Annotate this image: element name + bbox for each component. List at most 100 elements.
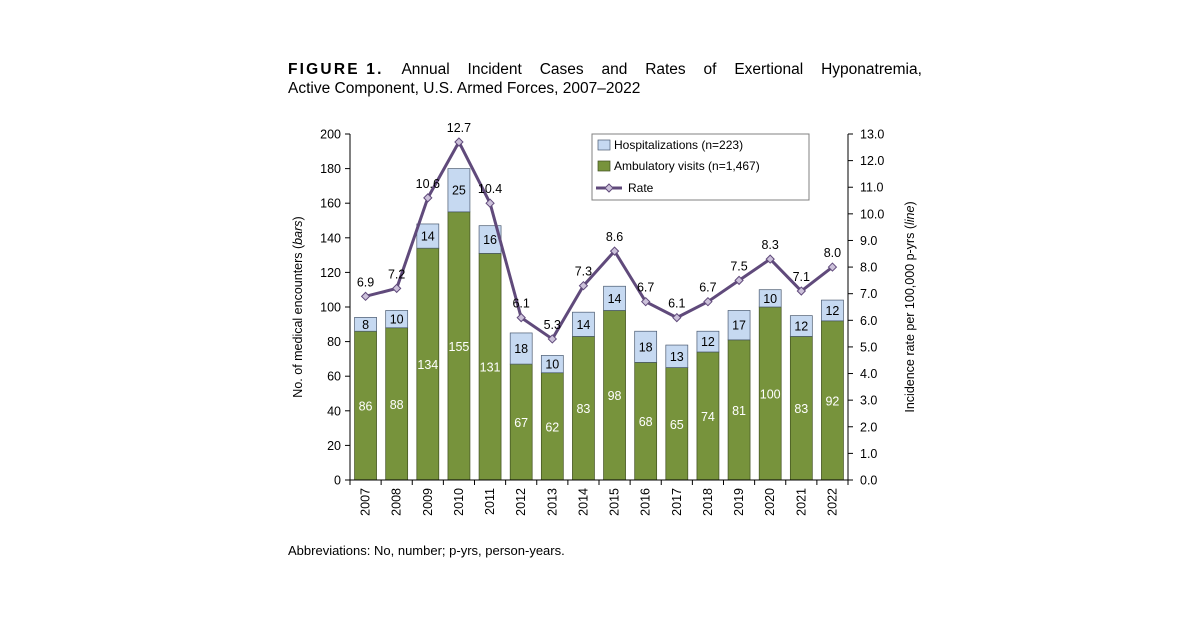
hospitalizations-value-label: 10 <box>763 292 777 306</box>
x-tick-label: 2016 <box>639 488 653 516</box>
axis-title-text: No. of medical encounters ( <box>291 244 305 398</box>
hospitalizations-value-label: 18 <box>514 342 528 356</box>
y-right-tick-label: 2.0 <box>860 420 877 434</box>
axis-title-text: Incidence rate per 100,000 p-yrs ( <box>903 224 917 412</box>
rate-value-label: 8.0 <box>824 246 841 260</box>
rate-point <box>578 281 589 291</box>
hospitalizations-value-label: 25 <box>452 184 466 198</box>
figure-label: FIGURE 1. <box>288 61 384 78</box>
y-right-tick-label: 3.0 <box>860 394 877 408</box>
bar-hospitalizations <box>758 289 782 308</box>
bar-hospitalizations <box>789 315 813 337</box>
ambulatory-value-label: 74 <box>701 410 715 424</box>
hospitalizations-value-label: 13 <box>670 350 684 364</box>
y-left-tick-label: 80 <box>327 335 341 349</box>
y-left-axis-title: No. of medical encounters (bars) <box>291 216 305 397</box>
rate-point <box>423 193 433 203</box>
ambulatory-value-label: 67 <box>514 416 528 430</box>
bar-hospitalizations <box>540 355 564 374</box>
ambulatory-value-label: 155 <box>449 340 470 354</box>
bar-hospitalizations <box>509 332 533 365</box>
legend-swatch-rate-marker <box>604 183 614 193</box>
rate-point <box>703 296 713 307</box>
ambulatory-value-label: 68 <box>639 415 653 429</box>
legend-label-ambulatory: Ambulatory visits (n=1,467) <box>614 159 760 173</box>
ambulatory-value-label: 86 <box>359 400 373 414</box>
y-left-tick-label: 120 <box>320 266 341 280</box>
bar-hospitalizations <box>416 223 440 249</box>
x-tick-label: 2009 <box>421 488 435 516</box>
caption-word: Annual <box>401 61 450 78</box>
ambulatory-value-label: 98 <box>608 389 622 403</box>
axis-title-text: ) <box>291 216 305 220</box>
rate-value-label: 6.7 <box>637 281 654 295</box>
ambulatory-value-label: 131 <box>480 361 501 375</box>
bar-hospitalizations <box>603 285 626 311</box>
rate-point <box>796 286 807 296</box>
y-left-tick-label: 180 <box>320 162 341 176</box>
rate-value-label: 8.3 <box>761 238 778 252</box>
axis-title-text: ) <box>903 201 917 205</box>
rate-value-label: 7.2 <box>388 267 405 281</box>
x-tick-label: 2007 <box>359 488 373 516</box>
caption-line-1: FIGURE 1. Annual Incident Cases and Rates of E… <box>288 60 922 79</box>
caption-word: Exertional <box>734 61 804 78</box>
y-left-tick-label: 200 <box>320 128 341 142</box>
abbreviations-footnote: Abbreviations: No, number; p-yrs, person… <box>288 543 565 558</box>
rate-value-label: 6.9 <box>357 275 374 289</box>
hospitalizations-value-label: 14 <box>608 292 622 306</box>
ambulatory-value-label: 134 <box>417 358 438 372</box>
y-right-tick-label: 7.0 <box>860 287 877 301</box>
rate-point <box>454 137 464 147</box>
rate-value-label: 8.6 <box>606 230 623 244</box>
y-right-tick-label: 11.0 <box>860 181 883 195</box>
hospitalizations-value-label: 18 <box>639 340 653 354</box>
hospitalizations-value-label: 14 <box>576 318 590 332</box>
bar-hospitalizations <box>385 310 409 329</box>
y-left-tick-label: 40 <box>327 404 341 418</box>
ambulatory-value-label: 83 <box>576 402 590 416</box>
x-tick-label: 2020 <box>763 488 777 516</box>
y-left-tick-label: 60 <box>327 370 341 384</box>
rate-value-label: 10.6 <box>416 177 440 191</box>
axes-layer: 2007 2008 2009 2010 2011 2012 2013 2014 2015 2016… <box>291 128 917 516</box>
bar-hospitalizations <box>634 330 658 363</box>
figure-caption: FIGURE 1. Annual Incident Cases and Rates of E… <box>288 60 922 98</box>
rate-point <box>827 262 838 272</box>
rate-value-label: 7.5 <box>730 259 747 273</box>
y-right-tick-label: 10.0 <box>860 207 884 221</box>
caption-word: and <box>601 61 628 78</box>
caption-line-2: Active Component, U.S. Armed Forces, 200… <box>288 80 641 97</box>
x-tick-label: 2013 <box>545 488 559 516</box>
ambulatory-value-label: 100 <box>760 388 781 402</box>
x-tick-label: 2021 <box>794 488 808 516</box>
ambulatory-value-label: 88 <box>390 398 404 412</box>
hospitalizations-value-label: 17 <box>732 319 746 333</box>
y-right-axis-title: Incidence rate per 100,000 p-yrs (line) <box>903 201 917 412</box>
axis-title-italic: line <box>903 206 917 226</box>
ambulatory-value-label: 65 <box>670 418 684 432</box>
ambulatory-value-label: 81 <box>732 404 746 418</box>
hospitalizations-value-label: 10 <box>390 313 404 327</box>
ambulatory-value-label: 62 <box>545 420 559 434</box>
x-tick-label: 2008 <box>390 488 404 516</box>
y-right-tick-label: 0.0 <box>860 474 877 488</box>
legend-swatch-hospitalizations <box>597 139 611 151</box>
x-tick-label: 2015 <box>608 488 622 516</box>
x-tick-label: 2019 <box>732 488 746 516</box>
y-right-tick-label: 12.0 <box>860 154 884 168</box>
rate-point <box>734 275 744 286</box>
legend-label-rate: Rate <box>628 181 654 195</box>
rate-line-layer <box>360 137 838 344</box>
rate-value-label: 6.1 <box>512 297 529 311</box>
bar-hospitalizations <box>665 344 689 368</box>
x-tick-label: 2010 <box>452 488 466 516</box>
hospitalizations-value-label: 8 <box>362 318 369 332</box>
x-tick-label: 2011 <box>483 488 497 515</box>
rate-line <box>365 140 834 341</box>
rate-value-label: 6.1 <box>668 297 685 311</box>
hospitalizations-value-label: 16 <box>483 233 497 247</box>
rate-point <box>640 296 651 307</box>
bar-hospitalizations <box>696 330 720 353</box>
rate-value-label: 7.1 <box>793 270 810 284</box>
